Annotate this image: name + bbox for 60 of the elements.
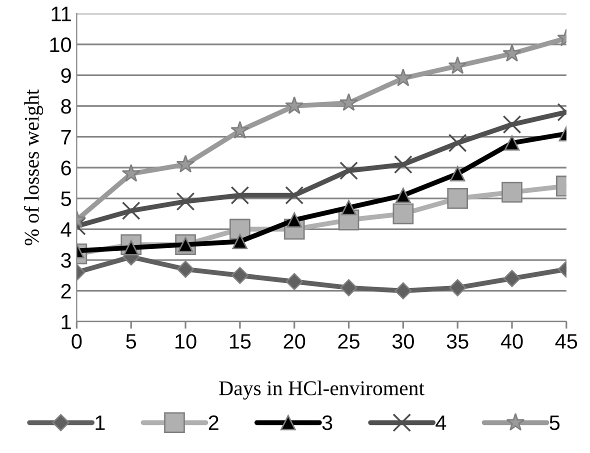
point — [230, 186, 250, 205]
x-tick-label: 10 — [176, 334, 196, 349]
legend-label: 2 — [208, 415, 218, 430]
y-tick-label: 10 — [50, 37, 72, 52]
point — [502, 115, 522, 134]
legend-label: 3 — [322, 415, 332, 430]
point — [502, 44, 522, 62]
y-tick-label: 11 — [52, 6, 71, 22]
x-tick-label: 25 — [338, 334, 360, 349]
point — [232, 234, 248, 250]
y-axis-title: % of losses weight — [24, 89, 44, 246]
y-tick-label: 8 — [61, 99, 71, 114]
point — [176, 192, 195, 211]
y-tick-label: 6 — [61, 160, 71, 176]
point — [230, 120, 250, 139]
point — [340, 279, 358, 296]
point — [285, 186, 304, 205]
legend-label: 1 — [96, 416, 105, 430]
point — [122, 164, 140, 182]
y-tick-label: 9 — [61, 68, 71, 83]
point — [341, 200, 356, 216]
point — [285, 96, 304, 114]
point — [503, 270, 521, 288]
point — [340, 161, 358, 180]
legend-label: 4 — [436, 416, 446, 430]
point — [449, 279, 466, 296]
y-tick-label: 7 — [61, 130, 71, 144]
x-tick-label: 20 — [284, 334, 306, 349]
y-tick-label: 1 — [62, 314, 71, 330]
x-tick-label: 0 — [72, 334, 82, 349]
point — [394, 282, 412, 300]
x-tick-label: 5 — [126, 334, 136, 349]
point — [394, 68, 412, 86]
x-tick-label: 35 — [446, 334, 468, 349]
point — [392, 203, 414, 224]
point — [176, 260, 194, 278]
point — [176, 154, 195, 173]
x-tick-label: 30 — [392, 334, 414, 349]
y-tick-label: 5 — [61, 192, 71, 206]
x-tick-label: 45 — [555, 334, 578, 349]
point — [394, 155, 412, 174]
point — [122, 202, 140, 220]
point — [286, 212, 302, 228]
point — [450, 166, 466, 182]
point — [448, 134, 467, 152]
point — [231, 266, 248, 284]
legend-label: 5 — [550, 416, 560, 430]
x-tick-label: 15 — [230, 334, 251, 349]
point — [396, 188, 411, 203]
point — [448, 56, 467, 74]
y-tick-label: 4 — [60, 222, 72, 237]
point — [286, 273, 303, 290]
point — [504, 135, 520, 151]
y-tick-label: 3 — [61, 253, 71, 268]
y-tick-label: 2 — [61, 284, 71, 298]
point — [502, 182, 522, 203]
point — [339, 93, 358, 111]
point — [447, 188, 468, 209]
x-axis-title: Days in HCl-enviroment — [219, 380, 424, 400]
x-tick-label: 40 — [500, 334, 523, 349]
